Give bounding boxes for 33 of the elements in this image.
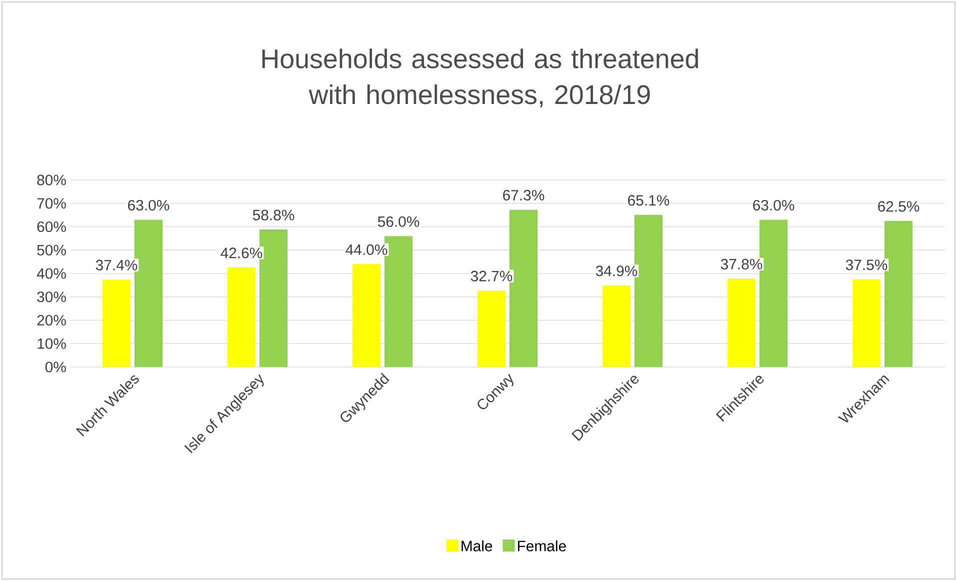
chart-title: Households assessed as threatened with homelessness, 2018/19 [262,48,698,108]
y-tick-label: 10% [38,338,66,349]
y-tick-label: 70% [37,198,66,209]
y-tick-label: 40% [36,268,66,279]
y-tick-label: 80% [37,174,66,186]
y-tick-label: 20% [37,314,66,326]
bar [478,290,506,367]
data-label: 56.0% [378,216,420,227]
data-label: 65.1% [628,195,670,206]
y-tick-label: 0% [45,362,66,372]
data-label: 63.0% [753,200,794,211]
bar [352,264,381,367]
data-label: 44.0% [346,244,388,255]
legend-label: Female [518,540,566,552]
data-label: 67.3% [503,190,544,200]
data-label: 37.8% [720,258,762,270]
data-label: 32.7% [470,270,512,282]
data-label: 58.8% [252,210,294,220]
y-tick-label: 30% [37,292,66,302]
y-tick-label: 50% [37,244,66,256]
bar [728,278,756,367]
bar [102,280,130,367]
data-label: 62.5% [878,201,920,212]
data-label: 34.9% [596,266,638,276]
data-label: 37.4% [96,260,138,270]
data-label: 37.5% [846,260,888,270]
y-tick-label: 60% [37,221,66,232]
data-label: 63.0% [128,200,170,211]
legend-label: Male [462,540,492,552]
data-label: 42.6% [220,248,262,258]
bar [602,285,631,367]
bar [228,267,256,367]
bar [852,279,881,367]
